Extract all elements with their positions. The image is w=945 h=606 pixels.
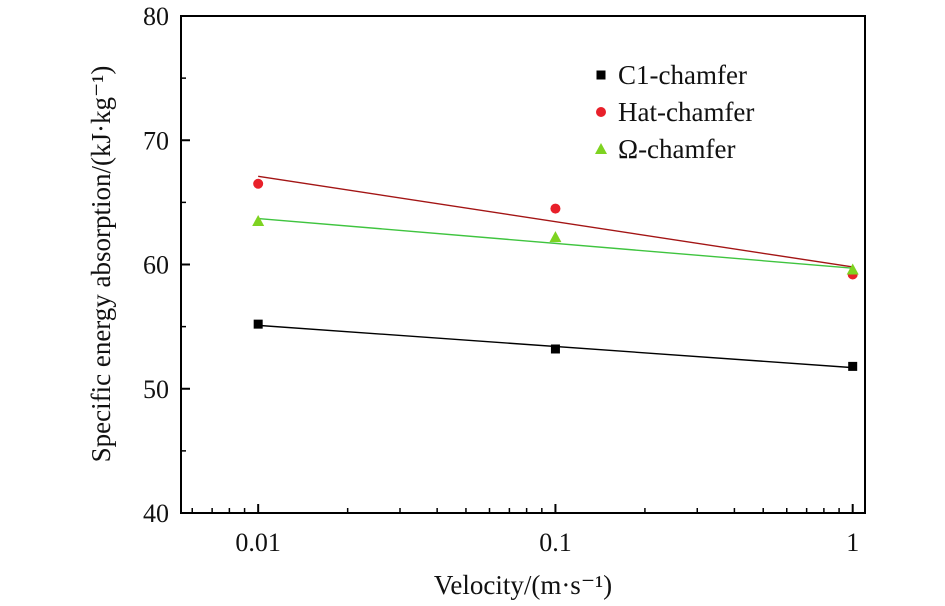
data-point <box>253 178 264 189</box>
y-tick-label: 40 <box>143 499 169 528</box>
y-tick-label: 60 <box>143 251 169 280</box>
data-point <box>252 215 265 227</box>
x-tick-label: 0.01 <box>235 528 281 557</box>
y-tick-label: 80 <box>143 2 169 31</box>
data-point <box>549 231 562 243</box>
data-point <box>253 319 263 329</box>
x-tick-label: 0.1 <box>539 528 572 557</box>
data-point <box>846 263 859 275</box>
x-axis-title: Velocity/(m·s⁻¹) <box>434 570 612 600</box>
fit-line <box>258 217 853 269</box>
legend-label: Ω-chamfer <box>618 134 736 164</box>
data-markers <box>252 178 859 371</box>
data-point <box>550 203 561 214</box>
fit-line <box>258 175 853 268</box>
y-axis-title: Specific energy absorption/(kJ·kg⁻¹) <box>86 66 116 463</box>
tick-labels: 40 50 60 70 80 0.01 0.1 1 <box>143 2 859 557</box>
plot-frame <box>180 15 866 514</box>
x-tick-label: 1 <box>846 528 859 557</box>
axis-ticks <box>181 15 854 514</box>
legend-marker <box>596 107 606 117</box>
legend-marker <box>595 143 607 154</box>
data-point <box>848 361 858 371</box>
legend-label: C1-chamfer <box>618 60 747 90</box>
data-point <box>550 344 560 354</box>
y-tick-label: 50 <box>143 375 169 404</box>
legend-marker <box>596 70 606 80</box>
legend: C1-chamfer Hat-chamfer Ω-chamfer <box>595 60 754 164</box>
legend-label: Hat-chamfer <box>618 97 754 127</box>
y-tick-label: 70 <box>143 126 169 155</box>
